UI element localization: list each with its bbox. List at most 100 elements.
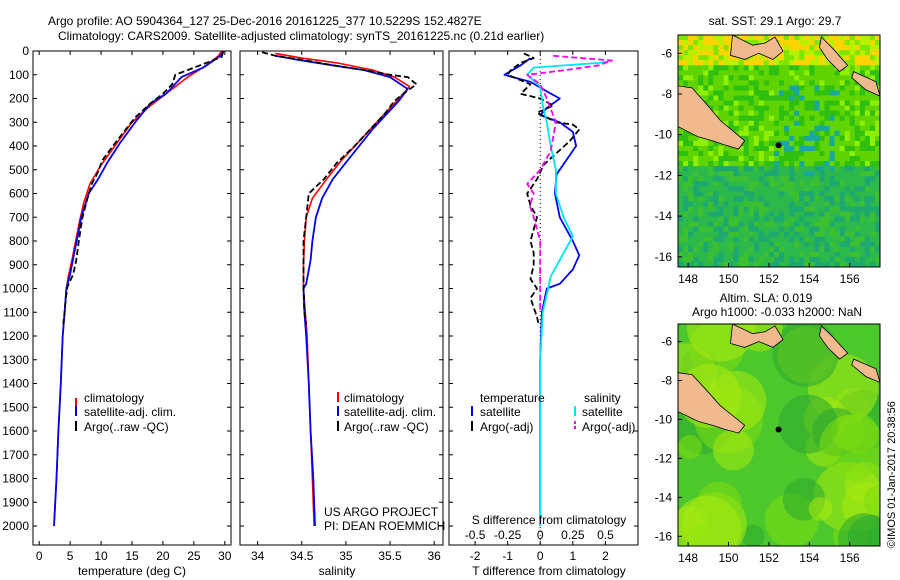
- sst-cell: [824, 95, 830, 102]
- sst-cell: [728, 60, 735, 66]
- sst-cell: [844, 105, 851, 112]
- sst-cell: [773, 261, 780, 267]
- sst-cell: [849, 261, 856, 267]
- sst-cell: [829, 256, 836, 263]
- sst-cell: [829, 261, 836, 267]
- sst-cell: [743, 130, 750, 137]
- sst-cell: [864, 241, 871, 248]
- sst-cell: [804, 236, 810, 243]
- sst-cell: [708, 236, 714, 243]
- sst-cell: [718, 145, 724, 152]
- sst-cell: [859, 231, 866, 238]
- y-tick-label: 1200: [2, 329, 29, 343]
- sst-cell: [819, 115, 825, 122]
- sst-cell: [688, 70, 694, 76]
- sst-cell: [824, 176, 830, 182]
- sst-cell: [693, 201, 699, 207]
- lat-tick-label: -6: [661, 46, 672, 60]
- sst-cell: [713, 70, 719, 76]
- sst-cell: [753, 206, 760, 213]
- sst-cell: [713, 156, 719, 162]
- sst-cell: [733, 171, 740, 177]
- sst-cell: [874, 161, 880, 167]
- sst-cell: [779, 90, 785, 97]
- sst-cell: [809, 161, 815, 167]
- sst-cell: [753, 125, 760, 132]
- sst-cell: [824, 201, 830, 207]
- sst-cell: [723, 115, 729, 122]
- sst-cell: [819, 95, 825, 102]
- sst-cell: [829, 80, 836, 86]
- sst-cell: [864, 246, 871, 253]
- sst-cell: [829, 171, 836, 177]
- sst-cell: [713, 100, 719, 107]
- sst-cell: [809, 256, 815, 263]
- sst-cell: [819, 196, 825, 202]
- sst-cell: [789, 60, 795, 66]
- sst-cell: [809, 211, 815, 218]
- sst-cell: [839, 151, 846, 157]
- sst-cell: [829, 226, 836, 233]
- sst-cell: [718, 65, 724, 71]
- sst-cell: [784, 50, 790, 56]
- sst-cell: [804, 40, 810, 46]
- sst-cell: [874, 246, 880, 253]
- sst-cell: [718, 40, 724, 46]
- sst-cell: [688, 186, 694, 192]
- x-tick-label: 5: [67, 549, 74, 563]
- sst-cell: [784, 130, 790, 137]
- sst-cell: [703, 201, 709, 207]
- sla-blob: [808, 496, 833, 521]
- sst-cell: [829, 216, 836, 223]
- sst-cell: [779, 211, 785, 218]
- sst-cell: [748, 186, 755, 192]
- sst-cell: [703, 241, 709, 248]
- sst-cell: [859, 161, 866, 167]
- sst-cell: [859, 186, 866, 192]
- sst-cell: [768, 231, 775, 238]
- sst-cell: [733, 80, 740, 86]
- sst-cell: [678, 40, 684, 46]
- sst-cell: [784, 55, 790, 61]
- sst-cell: [713, 216, 719, 223]
- sst-cell: [748, 161, 755, 167]
- sst-cell: [829, 211, 836, 218]
- sst-cell: [713, 236, 719, 243]
- sst-cell: [678, 35, 684, 41]
- sst-cell: [763, 161, 770, 167]
- sst-cell: [779, 40, 785, 46]
- sst-cell: [859, 55, 866, 61]
- sst-cell: [819, 176, 825, 182]
- sst-cell: [713, 151, 719, 157]
- sst-cell: [854, 261, 861, 267]
- sst-cell: [678, 251, 684, 258]
- sst-cell: [758, 85, 765, 91]
- sst-cell: [794, 151, 800, 157]
- sst-cell: [819, 130, 825, 137]
- sst-cell: [834, 70, 841, 76]
- sst-cell: [708, 85, 714, 91]
- sst-cell: [874, 221, 880, 228]
- sst-cell: [763, 241, 770, 248]
- sst-cell: [779, 176, 785, 182]
- sst-cell: [768, 171, 775, 177]
- sst-cell: [789, 226, 795, 233]
- sst-cell: [849, 70, 856, 76]
- sst-cell: [723, 40, 729, 46]
- sst-cell: [708, 171, 714, 177]
- sst-cell: [804, 231, 810, 238]
- sst-cell: [799, 251, 805, 258]
- sst-cell: [713, 161, 719, 167]
- sst-cell: [678, 196, 684, 202]
- lat-tick-label: -6: [661, 335, 672, 349]
- sst-cell: [683, 191, 689, 197]
- sst-cell: [693, 226, 699, 233]
- sst-cell: [703, 156, 709, 162]
- sst-cell: [763, 151, 770, 157]
- sst-cell: [698, 261, 704, 267]
- sst-cell: [763, 100, 770, 107]
- sst-cell: [869, 135, 876, 142]
- sst-cell: [869, 120, 876, 127]
- sst-cell: [713, 176, 719, 182]
- sst-cell: [819, 70, 825, 76]
